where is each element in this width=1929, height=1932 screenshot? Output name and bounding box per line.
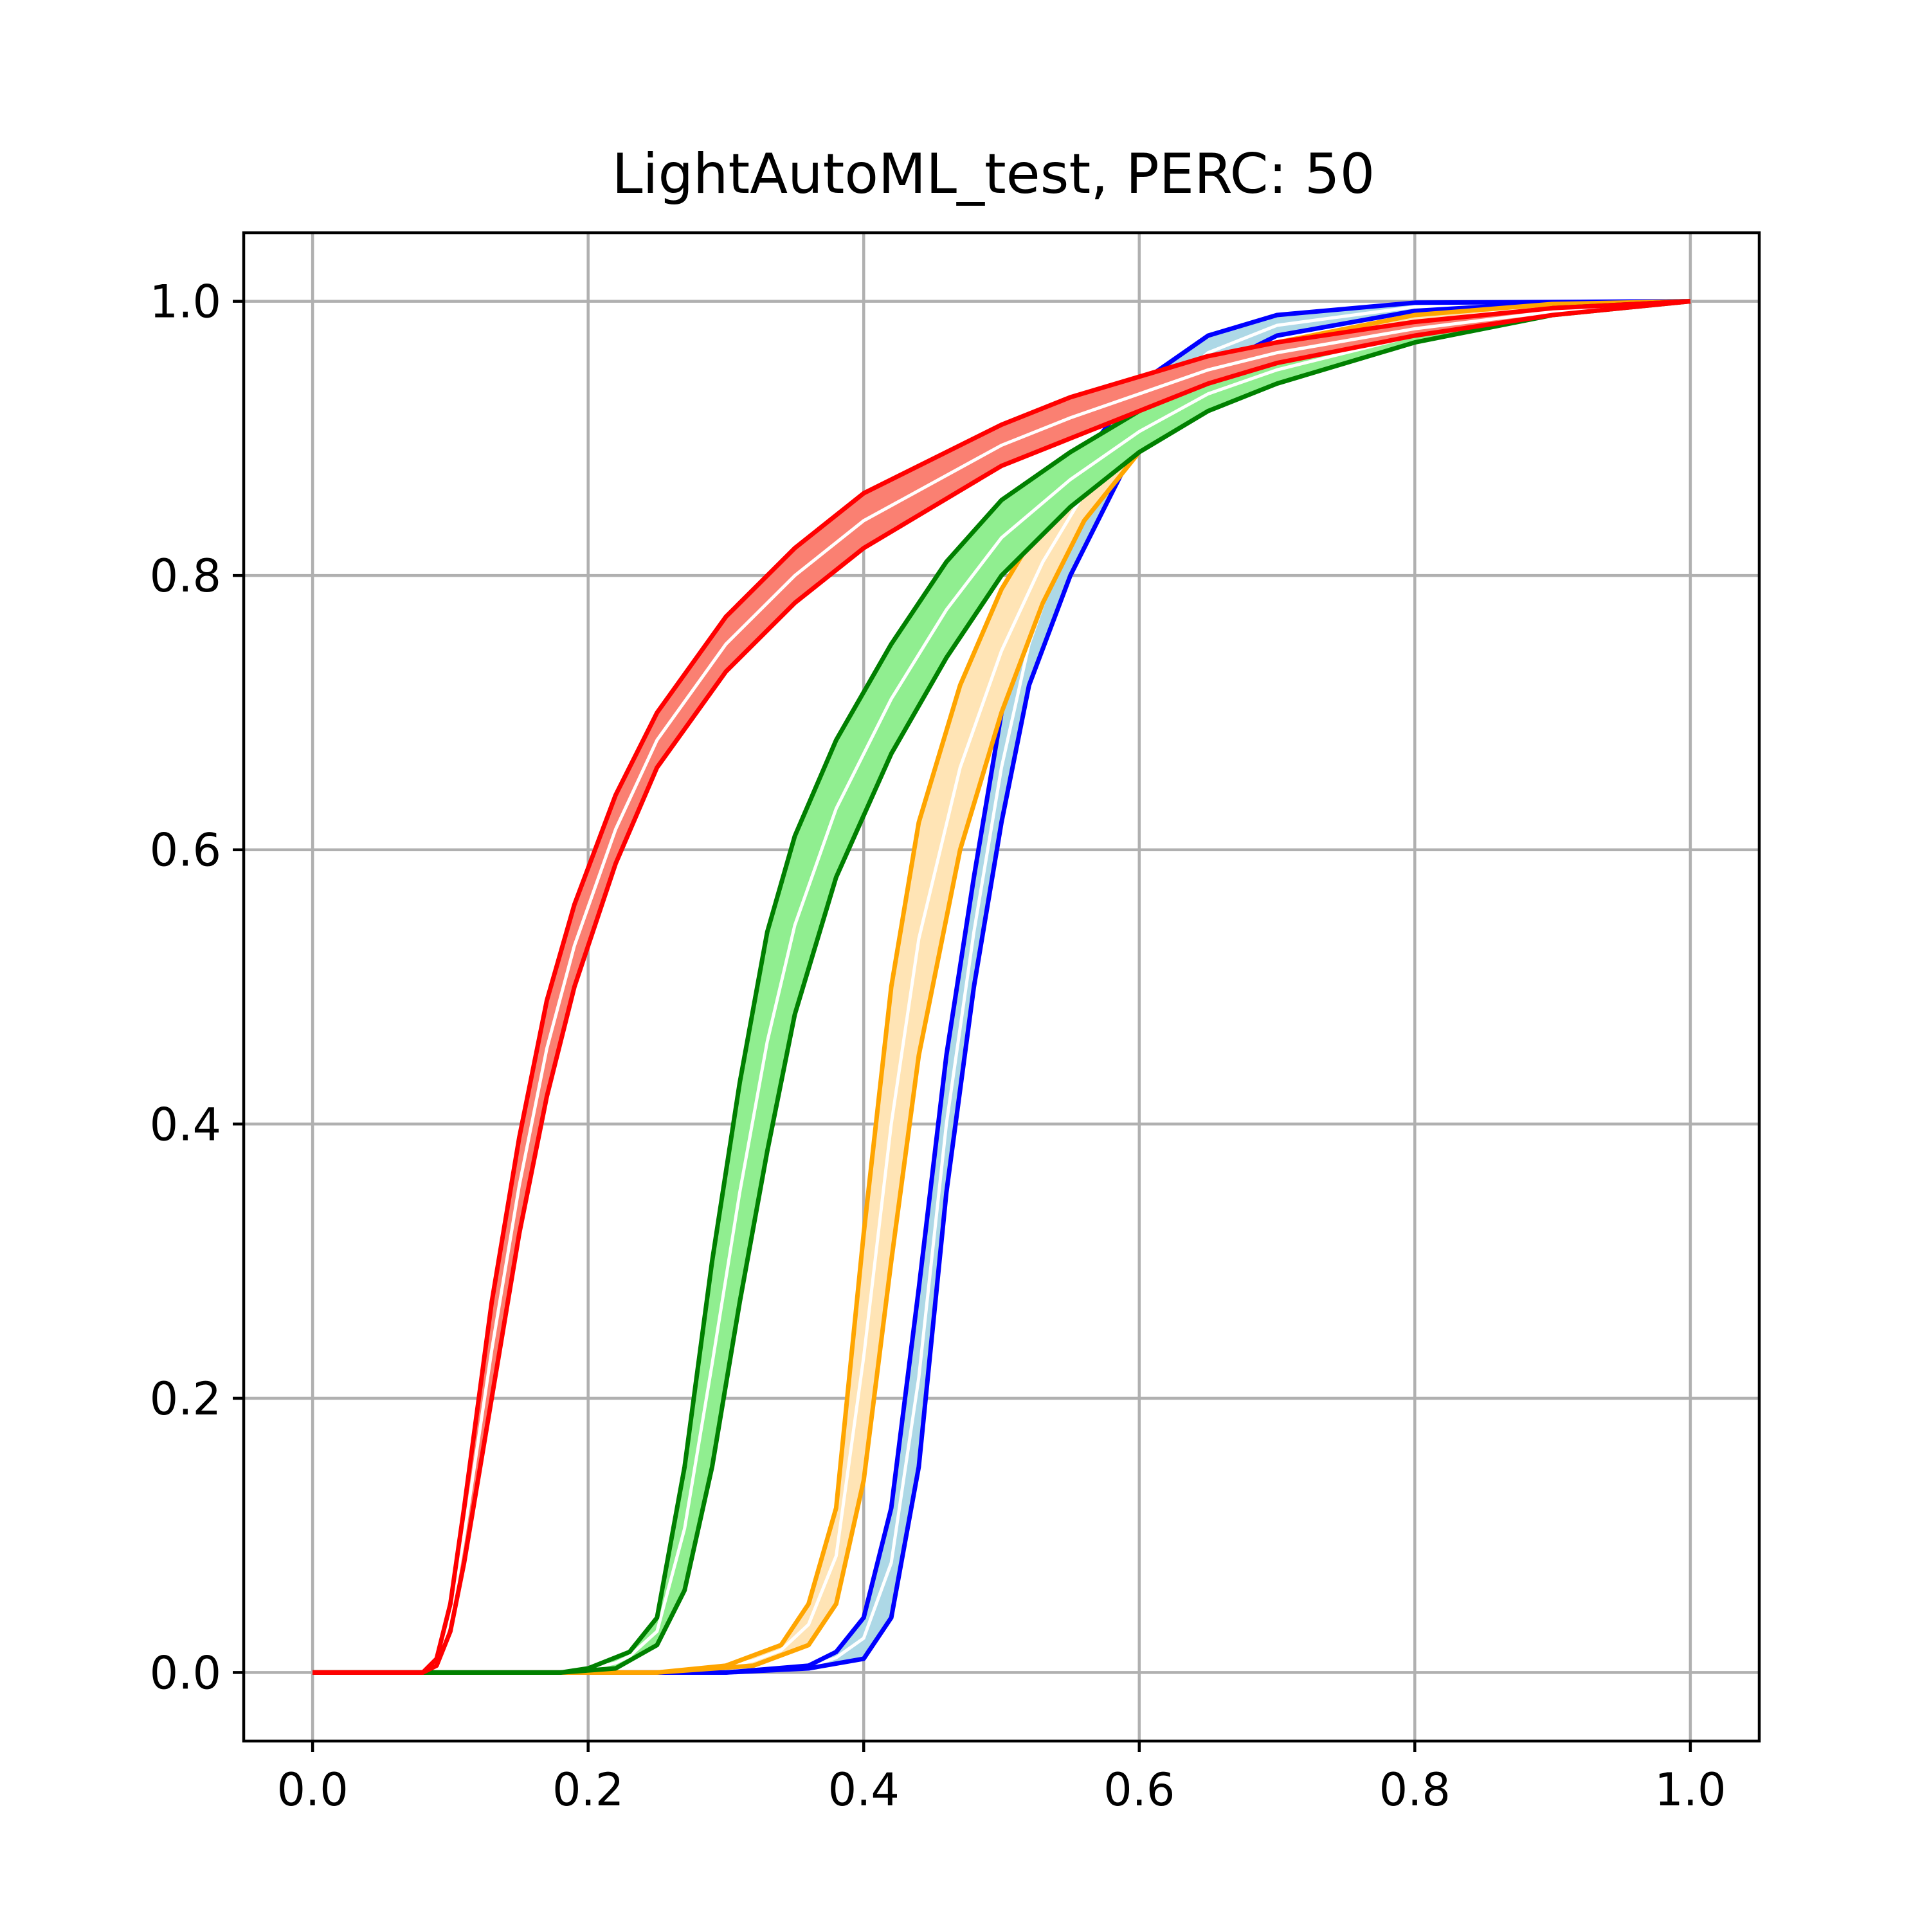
y-tick-label: 0.2 (150, 1373, 221, 1425)
chart-title: LightAutoML_test, PERC: 50 (612, 142, 1375, 206)
y-axis: 0.0 0.2 0.4 0.6 0.8 1.0 (150, 276, 244, 1699)
series-upper-line (312, 299, 1690, 1675)
y-tick-label: 0.8 (150, 550, 221, 602)
plot-frame (242, 231, 1761, 1743)
y-tick-label: 0.4 (150, 1098, 221, 1151)
series-3 (312, 299, 1691, 1675)
x-tick-label: 0.2 (552, 1764, 624, 1816)
x-tick-label: 0.6 (1103, 1764, 1175, 1816)
series-lower-line (312, 299, 1690, 1675)
x-tick-label: 0.4 (828, 1764, 900, 1816)
series-mean-line (312, 300, 1691, 1674)
series-lower-line (312, 299, 1691, 1675)
y-tick-label: 1.0 (150, 276, 221, 329)
x-tick-label: 1.0 (1654, 1764, 1726, 1816)
x-axis: 0.0 0.2 0.4 0.6 0.8 1.0 (276, 1741, 1726, 1816)
series-lower-line (312, 299, 1691, 1675)
y-tick-label: 0.0 (150, 1647, 221, 1699)
series-upper-line (312, 299, 1691, 1675)
series-mean-line (312, 300, 1691, 1674)
x-tick-label: 0.0 (276, 1764, 348, 1816)
series-layer (312, 299, 1691, 1675)
y-tick-label: 0.6 (150, 824, 221, 877)
x-tick-label: 0.8 (1379, 1764, 1451, 1816)
